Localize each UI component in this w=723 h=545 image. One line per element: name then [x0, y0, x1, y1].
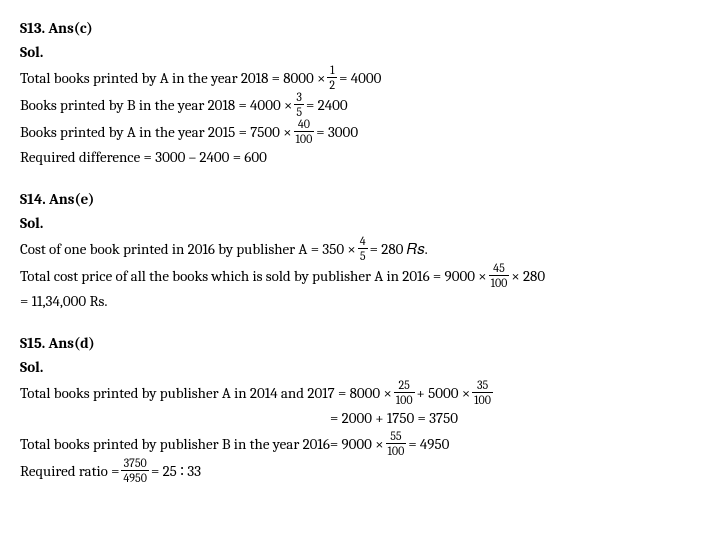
sol-label: Sol. [20, 40, 703, 64]
text: Required ratio = [20, 459, 119, 483]
text: Total cost price of all the books which … [20, 264, 487, 288]
text: Cost of one book printed in 2016 by publ… [20, 237, 356, 261]
denominator: 4950 [121, 470, 149, 484]
text: Books printed by A in the year 2015 = 75… [20, 120, 292, 144]
s15-line4: Required ratio = 3750 4950 = 25 ∶ 33 [20, 457, 703, 484]
denominator: 100 [294, 131, 315, 145]
numerator: 3 [294, 91, 304, 104]
denominator: 100 [386, 443, 407, 457]
s15-line3: Total books printed by publisher B in th… [20, 430, 703, 457]
numerator: 25 [396, 379, 411, 392]
text: Books printed by B in the year 2018 = 40… [20, 93, 292, 117]
sol-label: Sol. [20, 355, 703, 379]
fraction: 35 100 [472, 379, 493, 406]
numerator: 55 [388, 430, 403, 443]
fraction: 4 5 [358, 235, 368, 262]
s13-line1: Total books printed by A in the year 201… [20, 64, 703, 91]
denominator: 2 [327, 77, 337, 91]
text: Total books printed by publisher B in th… [20, 432, 384, 456]
denominator: 100 [472, 392, 493, 406]
text: Total books printed by A in the year 201… [20, 66, 325, 90]
text: = 3000 [316, 120, 358, 144]
sol-label: Sol. [20, 211, 703, 235]
fraction: 3750 4950 [121, 457, 149, 484]
numerator: 35 [475, 379, 490, 392]
numerator: 4 [358, 235, 368, 248]
denominator: 5 [358, 248, 368, 262]
fraction: 1 2 [327, 64, 337, 91]
solution-s14: S14. Ans(e) Sol. Cost of one book printe… [20, 187, 703, 313]
numerator: 1 [328, 64, 336, 77]
denominator: 5 [294, 104, 304, 118]
s13-line3: Books printed by A in the year 2015 = 75… [20, 118, 703, 145]
fraction: 25 100 [394, 379, 415, 406]
s13-line4: Required difference = 3000 – 2400 = 600 [20, 145, 703, 169]
s15-line1: Total books printed by publisher A in 20… [20, 379, 703, 406]
fraction: 3 5 [294, 91, 304, 118]
text: = 25 ∶ 33 [151, 459, 201, 483]
s14-line2: Total cost price of all the books which … [20, 262, 703, 289]
text: = 4000 [339, 66, 381, 90]
fraction: 45 100 [489, 262, 510, 289]
heading-s14: S14. Ans(e) [20, 187, 703, 211]
solution-s15: S15. Ans(d) Sol. Total books printed by … [20, 331, 703, 484]
text: × 280 [511, 264, 545, 288]
text: = 280 𝑅𝑠. [370, 237, 428, 261]
fraction: 40 100 [294, 118, 315, 145]
heading-s13: S13. Ans(c) [20, 16, 703, 40]
heading-s15: S15. Ans(d) [20, 331, 703, 355]
numerator: 45 [491, 262, 507, 275]
fraction: 55 100 [386, 430, 407, 457]
s15-line2: = 2000 + 1750 = 3750 [20, 406, 703, 430]
text: Total books printed by publisher A in 20… [20, 381, 392, 405]
text: = 2400 [306, 93, 348, 117]
text: = 4950 [408, 432, 449, 456]
s14-line1: Cost of one book printed in 2016 by publ… [20, 235, 703, 262]
denominator: 100 [489, 275, 510, 289]
s14-line3: = 11,34,000 Rs. [20, 289, 703, 313]
numerator: 40 [296, 118, 312, 131]
text: + 5000 × [417, 381, 471, 405]
s13-line2: Books printed by B in the year 2018 = 40… [20, 91, 703, 118]
denominator: 100 [394, 392, 415, 406]
numerator: 3750 [122, 457, 149, 470]
solution-s13: S13. Ans(c) Sol. Total books printed by … [20, 16, 703, 169]
